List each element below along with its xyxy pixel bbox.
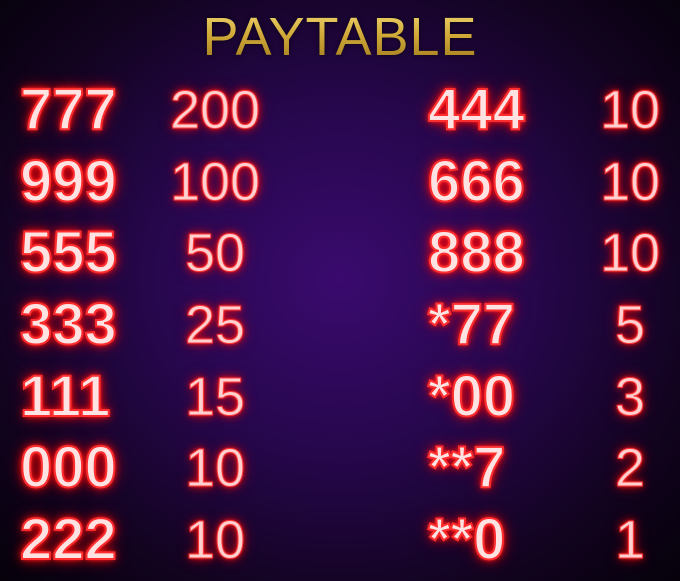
payout-value: 10 bbox=[184, 438, 246, 499]
payout-value: 2 bbox=[614, 438, 646, 499]
combo-label: 777 bbox=[19, 77, 118, 143]
payout-value: 50 bbox=[184, 223, 246, 284]
combo-label: *77 bbox=[427, 292, 516, 358]
combo-label: 555 bbox=[19, 220, 118, 286]
payout-value: 200 bbox=[169, 80, 261, 141]
payout-value: 10 bbox=[184, 510, 246, 571]
combo-label: 999 bbox=[19, 149, 118, 215]
combo-label: 000 bbox=[19, 435, 118, 501]
payout-value: 10 bbox=[599, 80, 661, 141]
combo-label: 333 bbox=[19, 292, 118, 358]
combo-label: **7 bbox=[427, 435, 506, 501]
payout-value: 15 bbox=[184, 367, 246, 428]
payout-value: 5 bbox=[614, 295, 646, 356]
combo-label: 111 bbox=[19, 364, 111, 430]
payout-value: 25 bbox=[184, 295, 246, 356]
payout-value: 1 bbox=[614, 510, 646, 571]
paytable-title: PAYTABLE bbox=[0, 6, 680, 68]
combo-label: 888 bbox=[427, 220, 526, 286]
payout-value: 10 bbox=[599, 223, 661, 284]
combo-label: 222 bbox=[19, 507, 118, 573]
combo-label: **0 bbox=[427, 507, 506, 573]
payout-value: 10 bbox=[599, 152, 661, 213]
combo-label: 666 bbox=[427, 149, 526, 215]
combo-label: 444 bbox=[427, 77, 526, 143]
combo-label: *00 bbox=[427, 364, 516, 430]
payout-value: 100 bbox=[169, 152, 261, 213]
payout-value: 3 bbox=[614, 367, 646, 428]
